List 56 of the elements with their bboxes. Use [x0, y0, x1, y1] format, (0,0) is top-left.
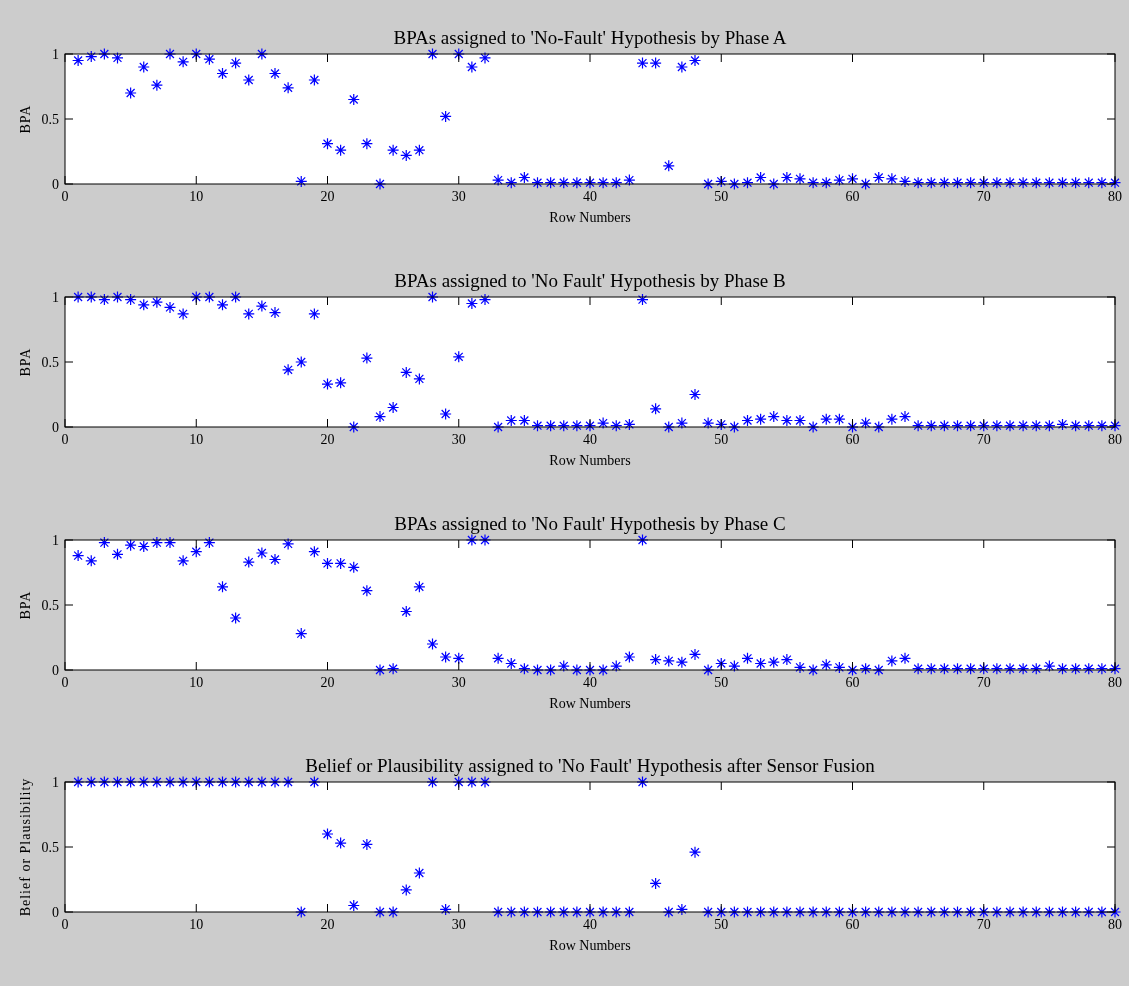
x-tick-label: 40	[583, 917, 597, 932]
x-tick-label: 10	[189, 917, 204, 932]
x-tick-label: 60	[845, 189, 860, 204]
chart-title: BPAs assigned to 'No-Fault' Hypothesis by Phase A	[393, 27, 787, 48]
x-tick-label: 60	[845, 432, 860, 447]
x-tick-label: 50	[714, 675, 729, 690]
x-tick-label: 70	[976, 432, 991, 447]
x-tick-label: 20	[320, 917, 335, 932]
x-tick-label: 10	[189, 675, 204, 690]
y-tick-label: 1	[52, 47, 59, 62]
y-tick-label: 1	[52, 533, 59, 548]
x-tick-label: 20	[320, 189, 335, 204]
y-tick-label: 0	[52, 663, 59, 678]
chart-title: Belief or Plausibility assigned to 'No Fault' Hypothesis after Sensor Fusion	[305, 755, 876, 776]
y-axis-title: Belief or Plausibility	[18, 777, 33, 917]
x-tick-label: 30	[451, 917, 466, 932]
x-axis-title: Row Numbers	[549, 938, 631, 953]
x-tick-label: 50	[714, 189, 729, 204]
x-tick-label: 50	[714, 432, 729, 447]
x-tick-label: 70	[976, 675, 991, 690]
x-tick-label: 80	[1108, 432, 1122, 447]
y-tick-label: 0.5	[41, 112, 59, 127]
x-tick-label: 70	[976, 189, 991, 204]
x-tick-label: 80	[1108, 917, 1122, 932]
y-axis-title: BPA	[18, 347, 33, 377]
y-tick-label: 0.5	[41, 355, 59, 370]
x-tick-label: 30	[451, 432, 466, 447]
y-tick-label: 0.5	[41, 598, 59, 613]
x-tick-label: 40	[583, 675, 597, 690]
y-axis-title: BPA	[18, 104, 33, 134]
chart-title: BPAs assigned to 'No Fault' Hypothesis by Phase C	[394, 513, 786, 534]
x-axis-title: Row Numbers	[549, 696, 631, 711]
x-tick-label: 20	[320, 432, 335, 447]
y-tick-label: 1	[52, 290, 59, 305]
y-tick-label: 1	[52, 775, 59, 790]
y-tick-label: 0	[52, 177, 59, 192]
x-tick-label: 70	[976, 917, 991, 932]
x-axis-title: Row Numbers	[549, 210, 631, 225]
x-tick-label: 60	[845, 917, 860, 932]
x-tick-label: 30	[451, 675, 466, 690]
x-tick-label: 20	[320, 675, 335, 690]
x-tick-label: 80	[1108, 189, 1122, 204]
y-tick-label: 0	[52, 905, 59, 920]
x-tick-label: 30	[451, 189, 466, 204]
x-tick-label: 60	[845, 675, 860, 690]
y-tick-label: 0.5	[41, 840, 59, 855]
x-tick-label: 40	[583, 189, 597, 204]
y-axis-title: BPA	[18, 590, 33, 620]
chart-title: BPAs assigned to 'No Fault' Hypothesis by Phase B	[394, 270, 786, 291]
x-tick-label: 10	[189, 189, 204, 204]
x-tick-label: 80	[1108, 675, 1122, 690]
x-axis-title: Row Numbers	[549, 453, 631, 468]
y-tick-label: 0	[52, 420, 59, 435]
x-tick-label: 50	[714, 917, 729, 932]
x-tick-label: 40	[583, 432, 597, 447]
x-tick-label: 10	[189, 432, 204, 447]
